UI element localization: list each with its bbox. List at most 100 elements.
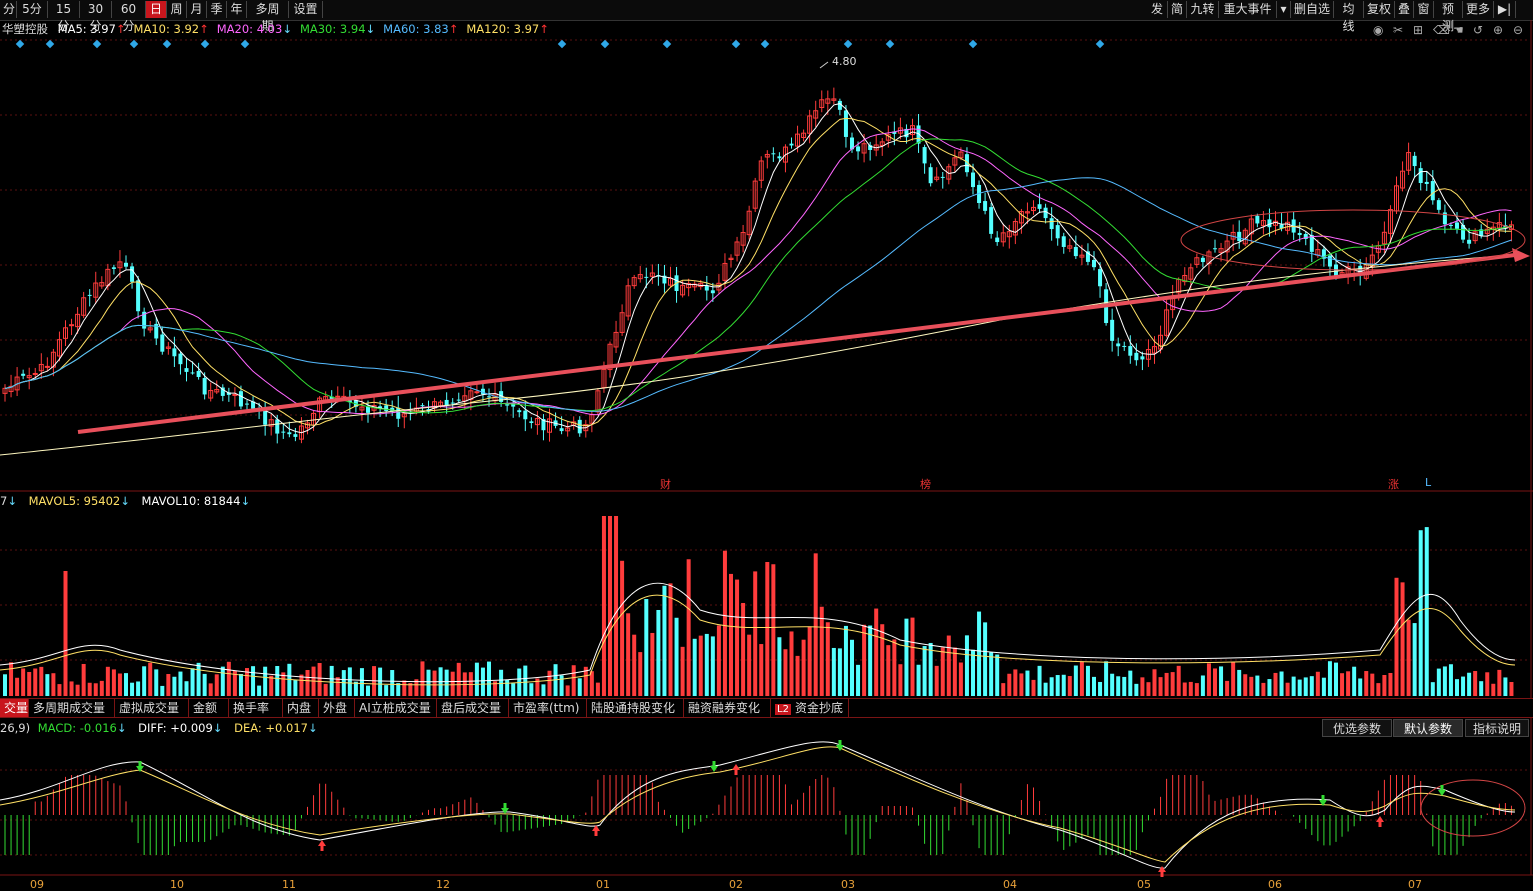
candle-body [595, 390, 601, 413]
volume-bar [819, 606, 824, 696]
candle-body [263, 408, 268, 425]
toolbar-button-3[interactable]: 重大事件 [1219, 1, 1277, 18]
candle-body [1031, 206, 1036, 212]
indicator-tab-6[interactable]: 外盘 [319, 699, 355, 717]
candle-body [1503, 225, 1508, 229]
toolbar-button-4[interactable]: ▾ [1277, 1, 1291, 18]
volume-bar [523, 665, 528, 696]
period-tab-5[interactable]: 日 [146, 1, 167, 18]
period-tab-7[interactable]: 月 [187, 1, 207, 18]
candle-body [649, 272, 655, 277]
eye-icon[interactable]: ◉ [1373, 23, 1384, 37]
toolbar-button-1[interactable]: 简 [1168, 1, 1187, 18]
scissors-icon[interactable]: ✂ [1393, 23, 1404, 37]
candle-body [93, 282, 99, 298]
candle-body [1110, 319, 1115, 341]
volume-bar [190, 668, 195, 696]
volume-bar [608, 516, 612, 696]
period-tab-1[interactable]: 5分 [17, 1, 48, 18]
param-button-1[interactable]: 默认参数 [1393, 719, 1463, 737]
toolbar-button-10[interactable]: 预测 [1434, 1, 1463, 33]
volume-bar [202, 673, 207, 696]
trash-icon[interactable]: ⌫ [1433, 23, 1450, 37]
toolbar-button-11[interactable]: 更多 [1463, 1, 1494, 18]
period-tab-6[interactable]: 周 [167, 1, 187, 18]
lock-icon[interactable]: ⊞ [1413, 23, 1424, 37]
volume-bar [529, 683, 534, 696]
period-tab-2[interactable]: 15分 [48, 1, 80, 33]
toolbar-button-7[interactable]: 复权 [1364, 1, 1395, 18]
candle-body [142, 311, 147, 329]
volume-bar [662, 585, 667, 696]
volume-bar [977, 611, 982, 696]
candle-body [547, 418, 552, 433]
param-button-2[interactable]: 指标说明 [1465, 719, 1529, 737]
month-label-1: 10 [170, 878, 184, 891]
indicator-tab-12[interactable]: L2 资金抄底 [771, 699, 849, 717]
volume-bar [1455, 679, 1459, 696]
candle-body [184, 368, 189, 372]
candle-body [1000, 232, 1006, 243]
volume-bar [1388, 672, 1393, 696]
period-tab-3[interactable]: 30分 [80, 1, 112, 33]
candle-body [1128, 346, 1133, 356]
toolbar-button-5[interactable]: 删自选 [1291, 1, 1334, 18]
volume-bar [323, 683, 328, 696]
candle-body [686, 283, 692, 289]
volume-bar [843, 625, 848, 696]
toolbar-button-8[interactable]: 叠 [1395, 1, 1414, 18]
candle-body [50, 351, 56, 368]
toolbar-button-9[interactable]: 窗 [1414, 1, 1434, 18]
volume-bar [989, 652, 994, 696]
indicator-tab-8[interactable]: 盘后成交量 [437, 699, 509, 717]
indicator-tab-4[interactable]: 换手率 [229, 699, 283, 717]
zoom-out-icon[interactable]: ⊖ [1513, 23, 1524, 37]
toolbar-button-0[interactable]: 发 [1147, 1, 1168, 18]
candle-body [1309, 235, 1314, 252]
indicator-tab-9[interactable]: 市盈率(ttm) [509, 699, 587, 717]
indicator-tab-10[interactable]: 陆股通持股变化 [587, 699, 684, 717]
period-tab-11[interactable]: 设置 [289, 1, 323, 18]
period-tab-0[interactable]: 分 [0, 1, 17, 18]
indicator-tab-0[interactable]: 交量 [0, 699, 29, 717]
event-diamond-14 [968, 39, 978, 49]
volume-bar [862, 624, 867, 696]
param-button-0[interactable]: 优选参数 [1322, 719, 1392, 737]
volume-bar [1473, 671, 1478, 696]
undo-icon[interactable]: ↺ [1473, 23, 1484, 37]
event-diamond-8 [600, 39, 610, 49]
period-tab-9[interactable]: 年 [227, 1, 247, 18]
volume-bar [1164, 672, 1169, 696]
indicator-tab-2[interactable]: 虚拟成交量 [115, 699, 189, 717]
period-tab-8[interactable]: 季 [207, 1, 227, 18]
indicator-tab-3[interactable]: 金额 [189, 699, 229, 717]
indicator-tab-7[interactable]: AI立桩成交量 [355, 699, 437, 717]
candle-body [541, 419, 546, 431]
candle-body [1479, 229, 1484, 236]
volume-bar [1400, 582, 1405, 696]
hand-icon[interactable]: ☚ [1453, 23, 1464, 37]
indicator-tab-1[interactable]: 多周期成交量 [29, 699, 115, 717]
candle-body [499, 391, 504, 402]
candle-body [196, 370, 201, 377]
volume-bar [160, 685, 165, 696]
volume-bar [1436, 668, 1441, 696]
candle-body [813, 110, 819, 119]
indicator-tab-11[interactable]: 融资融券变化 [684, 699, 771, 717]
period-tab-4[interactable]: 60分 [112, 1, 146, 33]
ma120-line [0, 254, 1516, 456]
volume-bar [1085, 665, 1090, 696]
mavol10-arrow: ↓ [240, 494, 251, 508]
candle-body [662, 275, 667, 284]
candle-body [111, 267, 116, 269]
period-tab-10[interactable]: 多周期 [247, 1, 289, 33]
indicator-tab-5[interactable]: 内盘 [283, 699, 319, 717]
volume-bar [1497, 669, 1502, 696]
toolbar-button-6[interactable]: 均线 [1334, 1, 1364, 33]
toolbar-button-12[interactable]: ▶| [1494, 1, 1516, 18]
volume-bar [850, 639, 854, 696]
toolbar-button-2[interactable]: 九转 [1187, 1, 1219, 18]
zoom-in-icon[interactable]: ⊕ [1493, 23, 1504, 37]
volume-bar [81, 663, 86, 696]
